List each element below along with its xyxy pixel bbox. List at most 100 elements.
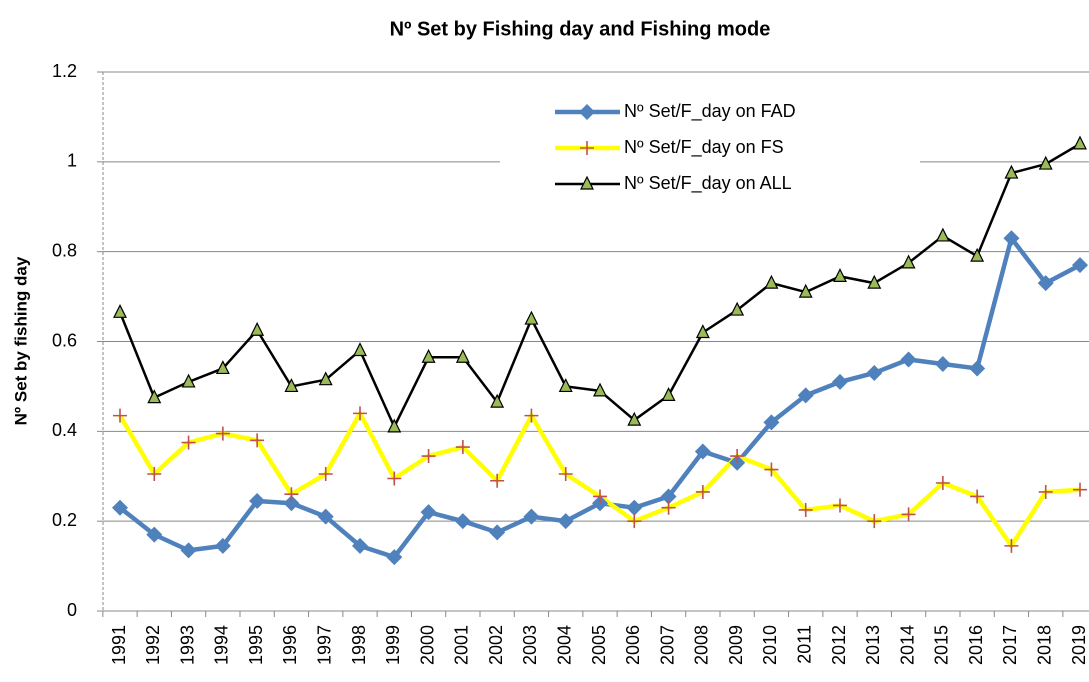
y-tick-label: 0.6	[52, 330, 77, 350]
data-point	[146, 526, 163, 543]
data-point	[386, 549, 403, 566]
x-tick-label: 1993	[177, 625, 197, 665]
data-point	[694, 443, 711, 460]
data-point	[1037, 275, 1054, 292]
data-point	[455, 440, 470, 455]
x-tick-label: 2018	[1034, 625, 1054, 665]
data-point	[867, 274, 882, 289]
legend-label: Nº Set/F_day on ALL	[624, 173, 792, 194]
x-tick-label: 2000	[417, 625, 437, 665]
data-point	[832, 373, 848, 390]
data-point	[900, 351, 917, 368]
x-tick-label: 1996	[280, 625, 300, 665]
data-point	[866, 364, 883, 381]
data-point	[970, 247, 985, 262]
data-point	[660, 488, 677, 505]
legend-label: Nº Set/F_day on FS	[624, 137, 784, 158]
data-point	[763, 414, 780, 431]
x-tick-label: 2003	[520, 625, 540, 665]
data-point	[901, 507, 916, 522]
data-point	[421, 348, 436, 363]
data-point	[523, 508, 540, 525]
data-point	[454, 513, 471, 530]
data-point	[112, 499, 128, 516]
legend-marker	[580, 175, 594, 190]
data-point	[283, 495, 300, 512]
x-tick-label: 1992	[143, 625, 163, 665]
x-tick-label: 2013	[863, 625, 883, 665]
data-point	[284, 378, 299, 393]
data-point	[867, 514, 882, 529]
x-tick-label: 2004	[554, 625, 574, 665]
data-point	[524, 408, 539, 423]
data-point	[593, 489, 607, 504]
y-tick-label: 0.4	[52, 420, 77, 440]
chart-title: Nº Set by Fishing day and Fishing mode	[390, 18, 771, 40]
x-tick-label: 2011	[794, 625, 814, 664]
legend-marker	[580, 141, 594, 155]
data-point	[1004, 164, 1019, 179]
data-point	[901, 254, 916, 269]
data-point	[661, 500, 676, 515]
data-point	[524, 310, 539, 325]
data-point	[353, 406, 367, 421]
x-tick-label: 2007	[657, 625, 677, 665]
data-point	[420, 504, 437, 521]
data-point	[557, 513, 574, 530]
x-tick-label: 1995	[246, 625, 266, 665]
data-point	[833, 268, 847, 282]
data-point	[181, 435, 196, 450]
data-point	[661, 387, 676, 401]
x-tick-label: 1999	[383, 625, 403, 665]
data-point	[798, 502, 813, 517]
y-tick-label: 0	[67, 600, 77, 620]
x-tick-label: 2005	[589, 625, 609, 665]
data-point	[1073, 482, 1087, 497]
data-point	[970, 489, 985, 504]
data-point	[764, 462, 779, 477]
data-point	[695, 484, 710, 499]
data-point	[284, 487, 299, 502]
data-point	[250, 321, 265, 336]
data-point	[353, 342, 367, 357]
data-point	[627, 411, 642, 426]
data-point	[113, 303, 127, 318]
x-tick-label: 1997	[314, 625, 334, 665]
y-tick-label: 0.8	[52, 240, 77, 260]
data-point	[215, 426, 230, 441]
data-point	[1038, 484, 1053, 499]
data-point	[593, 382, 607, 397]
data-point	[1073, 135, 1087, 150]
data-point	[695, 324, 710, 339]
data-point	[113, 408, 127, 423]
data-point	[935, 475, 950, 490]
data-point	[352, 537, 368, 554]
x-tick-label: 2014	[897, 625, 917, 665]
y-tick-label: 1	[67, 151, 77, 171]
data-point	[1003, 230, 1020, 247]
data-point	[147, 389, 162, 404]
data-point	[935, 227, 950, 242]
data-point	[249, 492, 266, 509]
data-point	[387, 418, 402, 433]
y-tick-label: 1.2	[52, 61, 77, 81]
legend-marker	[579, 104, 595, 120]
x-tick-label: 2019	[1069, 625, 1089, 665]
data-point	[387, 471, 402, 486]
data-point	[215, 360, 230, 375]
data-point	[1038, 155, 1053, 170]
data-point	[214, 537, 231, 554]
data-point	[318, 371, 333, 386]
x-tick-label: 1998	[349, 625, 369, 665]
data-point	[558, 378, 573, 393]
data-point	[180, 542, 197, 559]
data-point	[490, 393, 505, 408]
data-point	[490, 473, 505, 488]
x-tick-label: 2017	[1000, 625, 1020, 665]
data-point	[627, 514, 642, 529]
x-tick-label: 2015	[932, 625, 952, 665]
data-point	[1004, 538, 1019, 553]
data-point	[730, 449, 745, 464]
series-line	[118, 411, 1081, 549]
legend-label: Nº Set/F_day on FAD	[624, 101, 796, 122]
